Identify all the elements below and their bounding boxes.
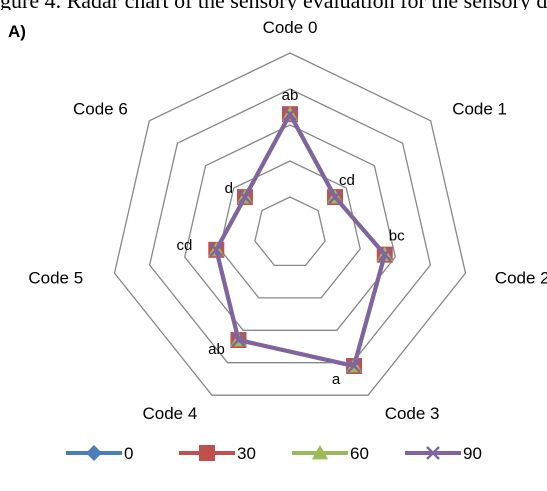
legend-marker-60 — [312, 445, 328, 460]
legend-label-30: 30 — [237, 444, 256, 463]
legend-item-90: 90 — [405, 444, 482, 463]
axis-label-code-5: Code 5 — [28, 269, 83, 288]
radar-grid — [113, 52, 467, 396]
legend-item-60: 60 — [292, 444, 369, 463]
axis-label-code-1: Code 1 — [452, 99, 507, 118]
sig-label-code-5: cd — [176, 237, 192, 254]
series-90-point-6 — [238, 190, 252, 204]
grid-ring-5 — [113, 52, 467, 396]
series-90-point-0 — [283, 107, 297, 122]
series-90-point-4 — [231, 333, 246, 347]
clipped-caption: gure 4. Radar chart of the sensory evalu… — [0, 0, 547, 10]
legend-label-60: 60 — [350, 444, 369, 463]
axis-label-code-3: Code 3 — [385, 404, 440, 423]
legend: 0 30 60 90 — [66, 444, 482, 463]
series-90-point-3 — [347, 359, 361, 373]
legend-label-0: 0 — [124, 444, 133, 463]
legend-label-90: 90 — [463, 444, 482, 463]
legend-marker-90 — [426, 446, 440, 460]
series-90-point-1 — [328, 190, 342, 204]
grid-ring-1 — [254, 196, 326, 267]
axis-label-code-6: Code 6 — [73, 99, 128, 118]
axis-label-code-4: Code 4 — [142, 404, 197, 423]
axis-label-code-0: Code 0 — [263, 18, 318, 37]
series-90-point-2 — [377, 247, 392, 262]
sig-label-code-0: ab — [282, 87, 299, 104]
grid-ring-3 — [183, 124, 397, 331]
significance-labels: ab cd bc a ab cd d — [176, 87, 405, 388]
panel-label: A) — [8, 22, 26, 41]
legend-marker-0 — [86, 445, 102, 461]
series-90-point-5 — [209, 242, 224, 257]
sig-label-code-3: a — [332, 371, 341, 388]
grid-ring-2 — [219, 160, 361, 299]
sig-label-code-2: bc — [389, 228, 405, 245]
axis-labels: Code 0 Code 1 Code 2 Code 3 Code 4 Code 5 Code… — [28, 18, 547, 423]
sig-label-code-1: cd — [339, 172, 355, 189]
legend-item-0: 0 — [66, 444, 133, 463]
legend-marker-30 — [199, 445, 215, 461]
grid-ring-4 — [148, 88, 432, 364]
clipped-caption-text: gure 4. Radar chart of the sensory evalu… — [0, 0, 547, 10]
sig-label-code-6: d — [225, 180, 233, 197]
series-layer — [208, 106, 393, 374]
axis-label-code-2: Code 2 — [495, 269, 547, 288]
series-line-90 — [214, 112, 387, 368]
legend-item-30: 30 — [179, 444, 256, 463]
sig-label-code-4: ab — [208, 341, 225, 358]
